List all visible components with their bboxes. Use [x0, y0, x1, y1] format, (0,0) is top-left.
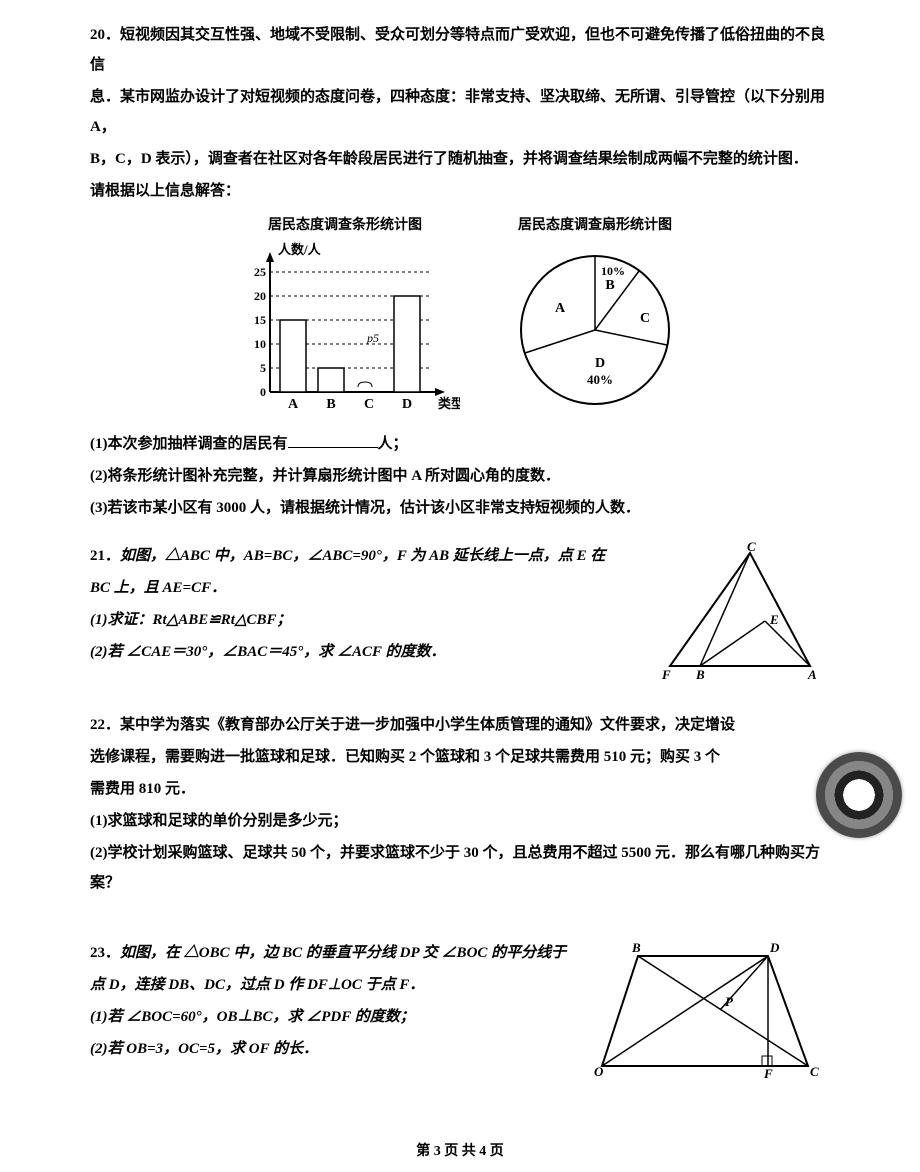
q20-sub2: (2)将条形统计图补充完整，并计算扇形统计图中 A 所对圆心角的度数． — [90, 461, 830, 491]
q23-line2: 点 D，连接 DB、DC，过点 D 作 DF⊥OC 于点 F． — [90, 970, 580, 1000]
svg-text:10: 10 — [254, 337, 266, 351]
svg-text:p5: p5 — [366, 331, 379, 345]
svg-text:B: B — [326, 397, 335, 412]
q22-line1: 22．某中学为落实《教育部办公厅关于进一步加强中小学生体质管理的通知》文件要求，… — [90, 710, 830, 740]
q20-intro-3: B，C，D 表示），调查者在社区对各年龄段居民进行了随机抽查，并将调查结果绘制成… — [90, 144, 830, 174]
bar-chart: 人数/人 5 10 15 20 — [230, 242, 460, 412]
svg-text:B: B — [605, 278, 614, 293]
q23-line1: 23．如图，在 △OBC 中，边 BC 的垂直平分线 DP 交 ∠BOC 的平分… — [90, 938, 580, 968]
pie-chart: A B 10% C D 40% — [500, 242, 690, 412]
q22-line2: 选修课程，需要购进一批篮球和足球．已知购买 2 个篮球和 3 个足球共需费用 5… — [90, 742, 830, 772]
bar-chart-box: 居民态度调查条形统计图 人数/人 5 1 — [230, 212, 460, 423]
question-22: 22．某中学为落实《教育部办公厅关于进一步加强中小学生体质管理的通知》文件要求，… — [90, 710, 830, 898]
q21-sub2: (2)若 ∠CAE＝30°，∠BAC＝45°，求 ∠ACF 的度数． — [90, 637, 640, 667]
svg-text:C: C — [640, 311, 650, 326]
y-axis-label: 人数/人 — [278, 242, 322, 257]
svg-text:40%: 40% — [587, 372, 613, 387]
q20-number: 20． — [90, 27, 120, 43]
q20-intro-4: 请根据以上信息解答： — [90, 176, 830, 206]
svg-text:E: E — [769, 612, 779, 627]
q20-intro-1: 20．短视频因其交互性强、地域不受限制、受众可划分等特点而广受欢迎，但也不可避免… — [90, 20, 830, 80]
svg-text:F: F — [661, 667, 671, 681]
svg-text:15: 15 — [254, 313, 266, 327]
svg-text:B: B — [695, 667, 705, 681]
svg-text:O: O — [594, 1064, 604, 1078]
blank-field[interactable] — [288, 433, 378, 448]
question-20: 20．短视频因其交互性强、地域不受限制、受众可划分等特点而广受欢迎，但也不可避免… — [90, 20, 830, 523]
q20-sub1: (1)本次参加抽样调查的居民有人； — [90, 429, 830, 459]
q21-sub1: (1)求证：Rt△ABE≌Rt△CBF； — [90, 605, 640, 635]
svg-text:0: 0 — [260, 385, 266, 399]
camera-shutter-button[interactable] — [816, 752, 902, 838]
svg-text:C: C — [747, 541, 756, 554]
q20-intro-2: 息．某市网监办设计了对短视频的态度问卷，四种态度：非常支持、坚决取缔、无所谓、引… — [90, 82, 830, 142]
svg-text:C: C — [364, 397, 374, 412]
q23-sub2: (2)若 OB=3，OC=5，求 OF 的长． — [90, 1034, 580, 1064]
svg-text:25: 25 — [254, 265, 266, 279]
q22-sub2: (2)学校计划采购篮球、足球共 50 个，并要求篮球不少于 30 个，且总费用不… — [90, 838, 830, 898]
svg-text:D: D — [769, 940, 780, 955]
svg-text:D: D — [595, 356, 605, 371]
q21-figure: C E F B A — [650, 541, 830, 692]
svg-text:C: C — [810, 1064, 819, 1078]
svg-text:A: A — [555, 301, 566, 316]
question-21: 21．如图，△ABC 中，AB=BC，∠ABC=90°，F 为 AB 延长线上一… — [90, 541, 830, 692]
svg-text:B: B — [631, 940, 641, 955]
svg-text:A: A — [807, 667, 817, 681]
svg-text:P: P — [725, 994, 734, 1009]
svg-text:10%: 10% — [601, 264, 625, 278]
question-23: 23．如图，在 △OBC 中，边 BC 的垂直平分线 DP 交 ∠BOC 的平分… — [90, 938, 830, 1089]
page-footer: 第 3 页 共 4 页 — [0, 1138, 920, 1166]
q21-line1: 21．如图，△ABC 中，AB=BC，∠ABC=90°，F 为 AB 延长线上一… — [90, 541, 640, 571]
svg-text:A: A — [288, 397, 299, 412]
svg-text:D: D — [402, 397, 412, 412]
q22-line3: 需费用 810 元． — [90, 774, 830, 804]
svg-text:F: F — [763, 1066, 773, 1078]
q23-sub1: (1)若 ∠BOC=60°，OB⊥BC，求 ∠PDF 的度数； — [90, 1002, 580, 1032]
q23-figure: B D P O F C — [590, 938, 830, 1089]
bar-chart-title: 居民态度调查条形统计图 — [230, 212, 460, 240]
q20-sub3: (3)若该市某小区有 3000 人，请根据统计情况，估计该小区非常支持短视频的人… — [90, 493, 830, 523]
q22-sub1: (1)求篮球和足球的单价分别是多少元； — [90, 806, 830, 836]
svg-text:5: 5 — [260, 361, 266, 375]
charts-row: 居民态度调查条形统计图 人数/人 5 1 — [90, 212, 830, 423]
x-axis-label: 类型 — [438, 396, 460, 411]
pie-chart-box: 居民态度调查扇形统计图 A B 10% C D 40% — [500, 212, 690, 423]
q21-line2: BC 上，且 AE=CF． — [90, 573, 640, 603]
svg-text:20: 20 — [254, 289, 266, 303]
pie-chart-title: 居民态度调查扇形统计图 — [500, 212, 690, 240]
